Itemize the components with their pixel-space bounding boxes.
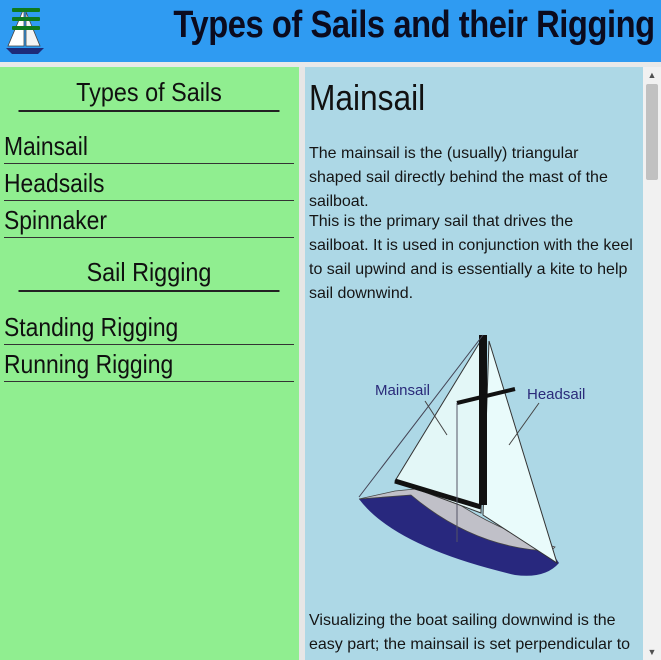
header-bar: Types of Sails and their Rigging — [0, 0, 661, 62]
sidebar-item-label: Running Rigging — [4, 349, 174, 379]
scroll-down-arrow-icon[interactable]: ▼ — [647, 647, 657, 657]
sidebar-item-mainsail[interactable]: Mainsail — [4, 129, 294, 164]
sidebar-item-label: Headsails — [4, 168, 105, 198]
backstay-line — [358, 334, 484, 498]
sidebar-item-running-rigging[interactable]: Running Rigging — [4, 347, 294, 382]
main-content: Mainsail The mainsail is the (usually) t… — [305, 67, 643, 660]
boom-line — [394, 478, 482, 510]
sailboat-diagram: Mainsail Headsail — [358, 334, 585, 576]
headsail-pointer — [508, 402, 540, 446]
vertical-scrollbar[interactable]: ▲ ▼ — [643, 67, 661, 660]
sidebar-item-label: Standing Rigging — [4, 312, 179, 342]
mainsail-pointer — [424, 400, 448, 436]
content-paragraph-1: The mainsail is the (usually) triangular… — [309, 145, 608, 210]
hamburger-menu-icon[interactable] — [12, 8, 40, 32]
sail-rigging-heading: Sail Rigging — [18, 257, 280, 292]
hull-shape — [359, 495, 559, 576]
content-paragraph-3: Visualizing the boat sailing downwind is… — [309, 612, 631, 653]
page-title: Types of Sails and their Rigging — [173, 4, 656, 46]
sail-types-heading: Types of Sails — [18, 77, 280, 112]
sidebar-item-headsails[interactable]: Headsails — [4, 166, 294, 201]
panel-divider — [299, 67, 305, 660]
content-heading: Mainsail — [309, 77, 426, 118]
headsail-label: Headsail — [527, 386, 585, 403]
sidebar-item-label: Spinnaker — [4, 205, 108, 235]
sidebar: Types of Sails Mainsail Headsails Spinna… — [0, 67, 299, 660]
scroll-up-arrow-icon[interactable]: ▲ — [647, 70, 657, 80]
sidebar-item-standing-rigging[interactable]: Standing Rigging — [4, 310, 294, 345]
content-paragraph-2: This is the primary sail that drives the… — [309, 213, 633, 302]
spreader-line — [456, 387, 516, 405]
header-divider — [0, 62, 661, 67]
mainsail-label: Mainsail — [375, 382, 430, 399]
scrollbar-thumb[interactable] — [646, 84, 658, 180]
sidebar-item-spinnaker[interactable]: Spinnaker — [4, 203, 294, 238]
sidebar-item-label: Mainsail — [4, 131, 88, 161]
